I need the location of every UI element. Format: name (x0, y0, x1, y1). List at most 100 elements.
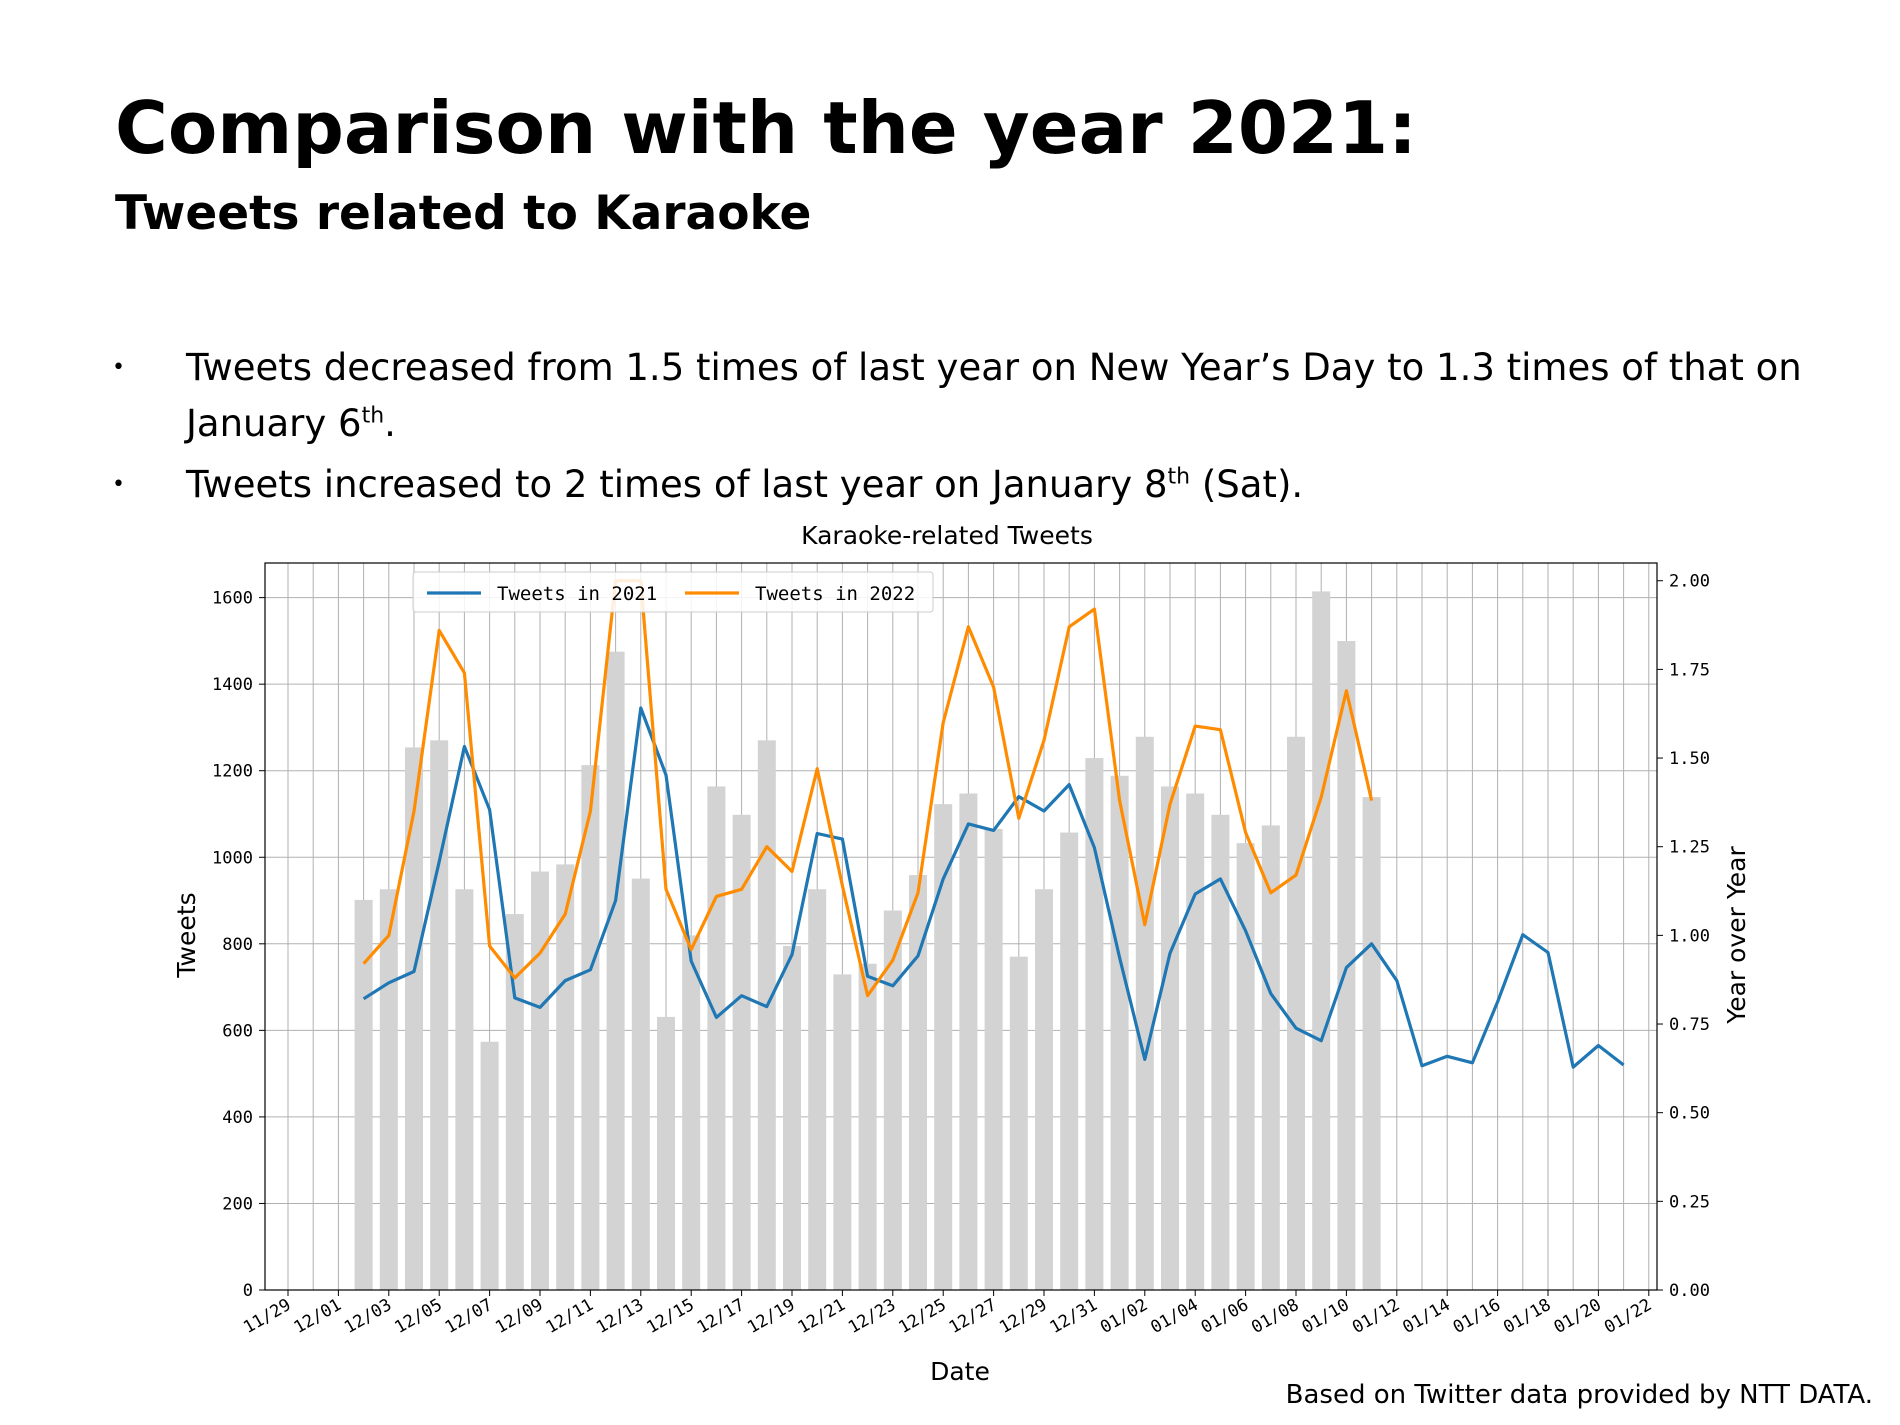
yoy-bar (430, 740, 449, 1290)
chart-legend: Tweets in 2021 Tweets in 2022 (412, 571, 934, 613)
y-left-tick-label: 1200 (212, 762, 253, 782)
yoy-bar (909, 875, 927, 1290)
bullet-dot-icon: • (112, 472, 125, 497)
y-left-tick-label: 200 (222, 1194, 253, 1214)
yoy-bar (883, 910, 902, 1290)
bullet-ordinal-suffix: th (1167, 464, 1191, 490)
y-left-tick-label: 1000 (212, 848, 253, 868)
x-tick-label: 01/14 (1399, 1295, 1453, 1338)
x-tick-label: 12/31 (1047, 1295, 1101, 1338)
bullet-text-end: . (384, 402, 396, 445)
source-note: Based on Twitter data provided by NTT DA… (1285, 1380, 1873, 1410)
x-tick-label: 12/07 (442, 1295, 496, 1338)
yoy-bar (1060, 832, 1079, 1290)
bullet-list: • Tweets decreased from 1.5 times of las… (112, 340, 1832, 518)
y-right-tick-label: 1.00 (1669, 926, 1710, 946)
x-tick-label: 12/05 (391, 1295, 445, 1338)
series-line (362, 706, 1625, 1069)
yoy-bar (1009, 956, 1028, 1290)
y-right-tick-label: 1.50 (1669, 749, 1710, 769)
yoy-bar (959, 793, 978, 1290)
y-right-tick-label: 2.00 (1669, 572, 1710, 592)
yoy-bar (757, 740, 776, 1290)
x-tick-label: 01/20 (1551, 1295, 1605, 1338)
y-right-tick-label: 0.25 (1669, 1192, 1710, 1212)
x-tick-label: 12/15 (643, 1295, 697, 1338)
x-tick-label: 01/10 (1299, 1295, 1353, 1338)
x-axis-label: Date (930, 1357, 990, 1386)
bullet-text-end: (Sat). (1190, 463, 1304, 506)
x-tick-label: 01/08 (1248, 1295, 1302, 1338)
yoy-bar (1161, 786, 1179, 1290)
yoy-bar (480, 1041, 499, 1290)
bullet-text: Tweets decreased from 1.5 times of last … (186, 346, 1802, 445)
yoy-bar (984, 828, 1003, 1290)
x-tick-label: 01/12 (1349, 1295, 1403, 1338)
x-tick-label: 12/21 (795, 1295, 849, 1338)
yoy-bar (1186, 793, 1205, 1290)
yoy-bar (1211, 814, 1230, 1290)
y-axis-right-label: Year over Year (1722, 846, 1751, 1025)
yoy-bar (1287, 736, 1305, 1290)
x-tick-label: 12/01 (291, 1295, 345, 1338)
bullet-item: • Tweets decreased from 1.5 times of las… (112, 340, 1832, 452)
yoy-bar (1362, 797, 1381, 1290)
yoy-bar (379, 889, 398, 1290)
yoy-bar (833, 974, 852, 1290)
x-tick-label: 01/04 (1147, 1295, 1201, 1338)
yoy-bar (1035, 889, 1053, 1290)
legend-box (412, 571, 934, 613)
series-line (362, 579, 1374, 998)
series-lines (362, 579, 1625, 1069)
yoy-bar (631, 878, 650, 1290)
yoy-bar (531, 871, 549, 1290)
yoy-bar (1110, 775, 1129, 1290)
x-tick-label: 01/22 (1601, 1295, 1655, 1338)
yoy-bar (606, 651, 625, 1290)
y-left-tick-label: 600 (222, 1021, 253, 1041)
yoy-bar (1236, 843, 1255, 1290)
yoy-bar (657, 1016, 675, 1290)
plot-frame (264, 562, 1658, 1291)
legend-label: Tweets in 2021 (497, 583, 657, 605)
yoy-bar (1135, 736, 1154, 1290)
x-tick-label: 12/25 (895, 1295, 949, 1338)
yoy-bar (1261, 825, 1280, 1290)
y-left-tick-label: 400 (222, 1108, 253, 1128)
yoy-bar (556, 864, 575, 1290)
y-right-tick-label: 0.00 (1669, 1281, 1710, 1301)
yoy-bar (505, 914, 524, 1290)
x-tick-label: 01/06 (1198, 1295, 1252, 1338)
yoy-bar (455, 889, 474, 1290)
x-tick-label: 12/13 (593, 1295, 647, 1338)
page-subtitle: Tweets related to Karaoke (115, 186, 812, 241)
yoy-bar (1085, 758, 1104, 1290)
x-tick-label: 11/29 (240, 1295, 294, 1338)
x-tick-label: 12/11 (543, 1295, 597, 1338)
bullet-item: • Tweets increased to 2 times of last ye… (112, 457, 1832, 513)
x-tick-label: 12/19 (744, 1295, 798, 1338)
x-tick-label: 01/16 (1450, 1295, 1504, 1338)
page-title: Comparison with the year 2021: (115, 86, 1417, 170)
yoy-bar (934, 804, 953, 1290)
bullet-text: Tweets increased to 2 times of last year… (186, 463, 1168, 506)
y-left-tick-label: 0 (243, 1281, 253, 1301)
x-tick-label: 12/09 (492, 1295, 546, 1338)
x-tick-label: 01/02 (1097, 1295, 1151, 1338)
x-tick-label: 01/18 (1500, 1295, 1554, 1338)
legend-label: Tweets in 2022 (755, 583, 915, 605)
bullet-dot-icon: • (112, 355, 125, 380)
yoy-bar (858, 963, 877, 1290)
yoy-bar (732, 814, 751, 1290)
y-left-tick-label: 1600 (212, 589, 253, 609)
yoy-bar (682, 935, 701, 1290)
y-right-tick-label: 0.50 (1669, 1104, 1710, 1124)
yoy-bar (405, 747, 423, 1290)
y-right-tick-label: 1.75 (1669, 660, 1710, 680)
x-tick-label: 12/17 (694, 1295, 748, 1338)
chart-title: Karaoke-related Tweets (801, 521, 1093, 550)
y-left-tick-label: 800 (222, 935, 253, 955)
y-right-tick-label: 1.25 (1669, 838, 1710, 858)
x-tick-label: 12/23 (845, 1295, 899, 1338)
